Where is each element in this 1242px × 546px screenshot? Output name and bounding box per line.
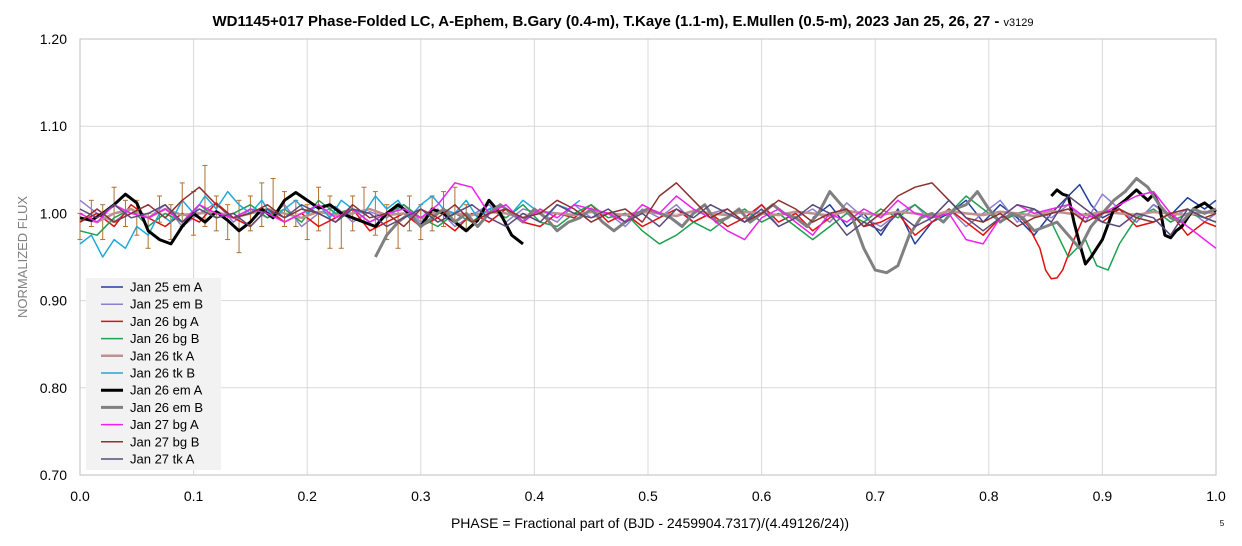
legend-item: Jan 25 em A (101, 280, 203, 295)
y-tick-label: 1.20 (40, 31, 67, 47)
legend-item: Jan 26 bg A (101, 314, 199, 329)
series-line-jan-27-tk-a (79, 195, 1217, 236)
chart-title: WD1145+017 Phase-Folded LC, A-Ephem, B.G… (213, 13, 1034, 30)
plot-area (79, 38, 1217, 476)
page-number: 5 (1220, 519, 1225, 528)
error-bar (236, 199, 242, 254)
legend-label: Jan 26 em A (130, 383, 203, 398)
chart-title-main: WD1145+017 Phase-Folded LC, A-Ephem, B.G… (213, 13, 1004, 30)
y-tick-label: 0.70 (40, 467, 67, 483)
legend-item: Jan 26 tk A (101, 348, 195, 363)
legend-item: Jan 27 bg B (101, 434, 199, 449)
error-bar (259, 182, 265, 227)
x-tick-label: 1.0 (1206, 488, 1226, 504)
legend-box (86, 278, 221, 470)
legend-item: Jan 26 bg B (101, 331, 199, 346)
y-tick-label: 1.10 (40, 118, 67, 134)
x-tick-label: 0.4 (525, 488, 545, 504)
x-tick-label: 0.3 (411, 488, 431, 504)
legend-item: Jan 25 em B (101, 297, 203, 312)
y-tick-label: 1.00 (40, 205, 67, 221)
series-line-jan-26-em-a (1050, 188, 1217, 266)
error-bar (100, 204, 106, 241)
grid-lines (79, 38, 1217, 476)
legend-label: Jan 26 bg B (130, 331, 199, 346)
x-tick-labels: 0.0 0.1 0.2 0.3 0.4 0.5 0.6 0.7 0.8 0.9 1.0 (70, 488, 1226, 504)
legend-item: Jan 26 em B (101, 400, 203, 415)
legend-label: Jan 26 em B (130, 400, 203, 415)
legend-label: Jan 26 tk A (130, 348, 195, 363)
legend-label: Jan 25 em A (130, 280, 203, 295)
legend-item: Jan 27 bg A (101, 417, 199, 432)
legend-label: Jan 26 tk B (130, 366, 195, 381)
legend-label: Jan 27 bg B (130, 434, 199, 449)
legend-item: Jan 26 em A (101, 383, 203, 398)
x-tick-label: 0.2 (297, 488, 317, 504)
x-tick-label: 0.1 (184, 488, 204, 504)
legend-item: Jan 26 tk B (101, 366, 195, 381)
legend-label: Jan 27 bg A (130, 417, 199, 432)
legend-label: Jan 27 tk A (130, 452, 195, 467)
series-line-jan-27-bg-b (79, 182, 1217, 228)
legend-label: Jan 25 em B (130, 297, 203, 312)
legend: Jan 25 em A Jan 25 em B Jan 26 bg A Jan 26 … (86, 278, 221, 470)
y-tick-label: 0.90 (40, 293, 67, 309)
x-tick-label: 0.9 (1093, 488, 1113, 504)
x-tick-label: 0.6 (752, 488, 772, 504)
x-tick-label: 0.5 (638, 488, 658, 504)
legend-item: Jan 27 tk A (101, 452, 195, 467)
y-tick-labels: 0.70 0.80 0.90 1.00 1.10 1.20 (40, 31, 67, 483)
x-tick-label: 0.7 (865, 488, 885, 504)
x-axis-label: PHASE = Fractional part of (BJD - 245990… (451, 515, 849, 531)
y-axis-label: NORMALIZED FLUX (15, 196, 30, 318)
x-tick-label: 0.8 (979, 488, 999, 504)
x-tick-label: 0.0 (70, 488, 90, 504)
y-tick-label: 0.80 (40, 380, 67, 396)
chart-title-version: v3129 (1004, 17, 1034, 29)
legend-label: Jan 26 bg A (130, 314, 199, 329)
series-lines (79, 177, 1217, 280)
